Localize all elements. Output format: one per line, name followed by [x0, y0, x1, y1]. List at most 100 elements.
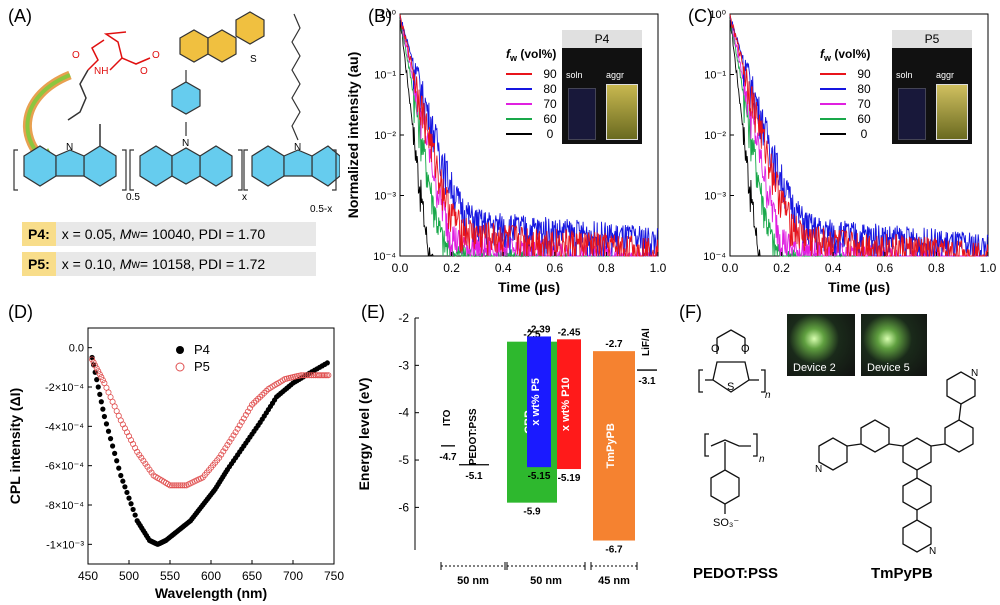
decay-chart-p5: 0.0 0.2 0.4 0.6 0.8 1.0 10⁰ 10⁻¹ 10⁻² 10⁻³ 10⁻⁴ Tim…: [703, 9, 996, 295]
tmpypb-structure: [818, 371, 976, 553]
x-tick-label: 0.2: [443, 261, 460, 275]
x-axis-label: Wavelength (nm): [155, 585, 267, 601]
y-tick-label: 10⁻³: [374, 191, 396, 203]
data-point-P5: [310, 372, 317, 379]
data-point-P5: [181, 482, 188, 489]
data-point-P4: [110, 443, 116, 449]
x-tick-label: 0.8: [928, 261, 945, 275]
vial-label-soln: soln: [566, 70, 583, 80]
x-tick-label: 0.0: [722, 261, 739, 275]
vial-soln-c: [898, 88, 926, 140]
y-tick-label: 10⁻⁴: [373, 251, 396, 263]
svg-text:O: O: [140, 66, 148, 77]
svg-text:N: N: [66, 142, 73, 153]
data-point-P4: [128, 501, 134, 507]
level-label: -2.5: [523, 330, 541, 341]
data-point-P4: [107, 436, 114, 442]
data-point-P5: [96, 371, 103, 378]
energy-level-diagram: -2 -3 -4 -5 -6 Energy level (eV) -4.7 ITO -5.1 PE…: [356, 311, 657, 587]
data-point-P5: [146, 466, 153, 473]
photo-title-p4: P4: [562, 30, 642, 48]
svg-text:O: O: [711, 343, 720, 355]
data-point-P5: [316, 372, 323, 379]
amide-o: O: [72, 50, 80, 61]
vial-label-aggr: aggr: [606, 70, 625, 80]
data-point-P5: [325, 372, 332, 379]
data-point-P5: [92, 362, 99, 369]
y-axis-label: Normalized intensity (au): [345, 52, 361, 218]
legend-entry-80: 80: [857, 82, 871, 96]
data-point-P4: [89, 354, 95, 361]
data-point-P5: [89, 356, 96, 363]
layer-name: ITO: [442, 409, 453, 426]
vial-label-soln-c: soln: [896, 70, 913, 80]
data-point-P5: [173, 482, 180, 489]
subscript-0.5: 0.5: [126, 192, 140, 203]
data-point-P4: [118, 472, 124, 479]
data-point-P5: [242, 412, 249, 419]
y-tick-label: -8×10⁻⁴: [45, 500, 84, 512]
y-axis-label: CPL intensity (ΔI): [7, 388, 23, 504]
thickness-label: 50 nm: [457, 575, 489, 587]
x-tick-label: 0.6: [546, 261, 563, 275]
legend-entry-90: 90: [857, 67, 871, 81]
y-tick-label: -1×10⁻³: [46, 539, 84, 551]
data-point-P5: [302, 372, 309, 379]
formula-p5-tag: P5:: [22, 252, 56, 276]
data-point-P5: [144, 463, 151, 470]
pedot-structure: [698, 329, 766, 393]
data-point-P5: [246, 405, 253, 412]
formula-p4-tag: P4:: [22, 222, 56, 246]
data-point-P5: [253, 397, 260, 404]
svg-text:S: S: [250, 54, 257, 65]
data-point-P5: [93, 365, 100, 372]
level-label: -4.7: [439, 452, 457, 463]
data-point-P4: [122, 484, 128, 490]
data-point-P4: [97, 391, 103, 397]
data-point-P5: [317, 372, 324, 379]
data-point-P5: [306, 372, 313, 379]
layer-name: x wt% P10: [560, 377, 572, 431]
data-point-P5: [308, 372, 315, 379]
data-point-P5: [169, 482, 176, 489]
panel-f: (F) Device 2 Device 5 O O S n n SO₃⁻ PED…: [675, 300, 1000, 605]
polymer-structure: O NH O O N N S: [13, 11, 340, 215]
data-point-P4: [103, 421, 110, 427]
svg-text:S: S: [727, 381, 734, 393]
plot-frame: [87, 327, 335, 565]
svg-text:N: N: [182, 138, 189, 149]
y-tick-label: 10⁻³: [704, 191, 726, 203]
svg-text:O: O: [741, 343, 750, 355]
decay-chart-p4: 0.0 0.2 0.4 0.6 0.8 1.0 10⁰ 10⁻¹ 10⁻² 10⁻³ 10⁻⁴ Tim…: [345, 9, 667, 295]
data-point-P5: [218, 451, 225, 458]
data-point-P5: [320, 372, 327, 379]
subscript-x: x: [242, 192, 247, 203]
panel-a: (A) O NH O O N N: [0, 0, 340, 290]
panel-b: (B) 0.0 0.2 0.4 0.6 0.8 1.0 10⁰ 10⁻¹ 10⁻² 10⁻³ 10⁻…: [340, 0, 670, 300]
data-point-P5: [319, 372, 326, 379]
data-point-P4: [114, 458, 120, 464]
data-point-P5: [142, 460, 149, 467]
legend-entry-80: 80: [543, 82, 557, 96]
data-point-P5: [175, 482, 182, 489]
energy-bar-x-wt--p10: [557, 339, 581, 470]
data-point-P4: [100, 406, 106, 412]
x-tick-label: 0.2: [773, 261, 790, 275]
data-point-P5: [171, 482, 178, 489]
y-tick-label: 0.0: [69, 343, 84, 355]
device-photo-5: [861, 314, 927, 376]
energy-bar-tmpypb: [593, 351, 635, 541]
pss-structure: [704, 433, 758, 514]
data-point-P4: [105, 428, 112, 434]
layer-name: LiF/Al: [641, 328, 652, 356]
y-tick-label: -6×10⁻⁴: [45, 461, 84, 473]
data-point-P5: [166, 482, 173, 489]
x-tick-label: 550: [160, 569, 180, 583]
svg-text:N: N: [971, 368, 978, 379]
tmpypb-label: TmPyPB: [871, 565, 933, 582]
legend-entry-60: 60: [543, 112, 557, 126]
data-point-P5: [138, 454, 145, 461]
data-point-P4: [124, 489, 130, 496]
data-point-P5: [240, 415, 247, 422]
